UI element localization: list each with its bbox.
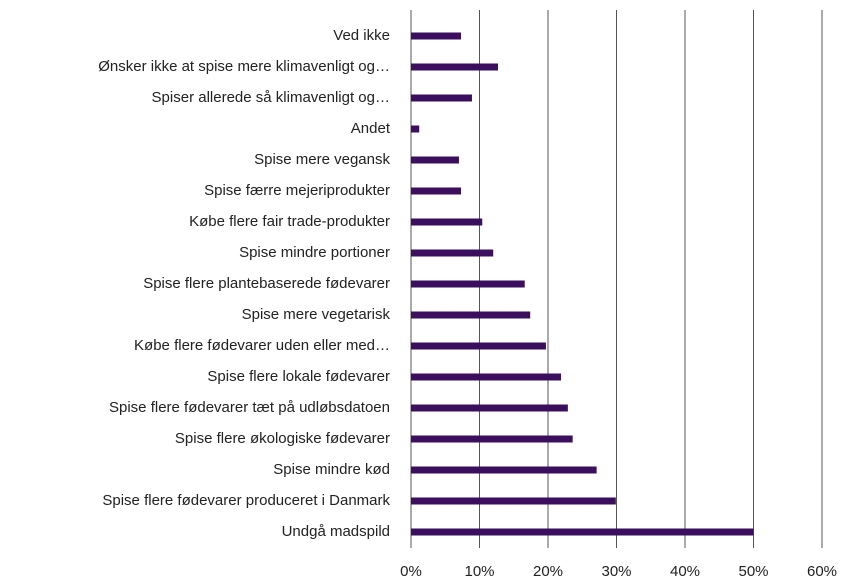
y-tick-label: Spiser allerede så klimavenligt og… (152, 89, 390, 106)
bar (411, 156, 459, 164)
bar (411, 373, 562, 381)
bar (411, 497, 616, 505)
x-tick-label: 0% (400, 563, 422, 578)
y-tick-label: Spise færre mejeriprodukter (204, 182, 390, 199)
bar (411, 63, 498, 71)
y-tick-label: Købe flere fødevarer uden eller med… (134, 337, 390, 354)
y-tick-label: Ved ikke (333, 27, 390, 44)
bar (411, 32, 462, 40)
x-tick-label: 10% (464, 563, 494, 578)
bar (411, 466, 597, 474)
bar (411, 404, 568, 412)
y-tick-label: Ønsker ikke at spise mere klimavenligt o… (98, 58, 390, 75)
y-tick-label: Spise flere fødevarer produceret i Danma… (102, 492, 390, 509)
bar (411, 125, 420, 133)
y-tick-label: Spise flere plantebaserede fødevarer (143, 275, 390, 292)
bar (411, 311, 531, 319)
y-tick-label: Spise flere økologiske fødevarer (175, 430, 390, 447)
bar (411, 187, 462, 195)
bar (411, 280, 525, 288)
y-tick-label: Købe flere fair trade-produkter (189, 213, 390, 230)
x-tick-label: 40% (670, 563, 700, 578)
y-tick-label: Spise flere lokale fødevarer (207, 368, 390, 385)
bar (411, 218, 483, 226)
y-tick-label: Spise mere vegansk (254, 151, 390, 168)
x-tick-label: 50% (738, 563, 768, 578)
bar (411, 342, 546, 350)
bar (411, 249, 494, 257)
y-tick-label: Spise mere vegetarisk (242, 306, 391, 323)
bar (411, 435, 573, 443)
x-tick-label: 20% (533, 563, 563, 578)
x-tick-label: 30% (601, 563, 631, 578)
y-tick-label: Spise flere fødevarer tæt på udløbsdatoe… (109, 399, 390, 416)
y-tick-label: Andet (351, 120, 391, 137)
bar (411, 528, 754, 536)
y-tick-label: Undgå madspild (282, 523, 390, 540)
y-tick-label: Spise mindre portioner (239, 244, 390, 261)
x-tick-label: 60% (807, 563, 837, 578)
y-tick-label: Spise mindre kød (273, 461, 390, 478)
bar (411, 94, 472, 102)
